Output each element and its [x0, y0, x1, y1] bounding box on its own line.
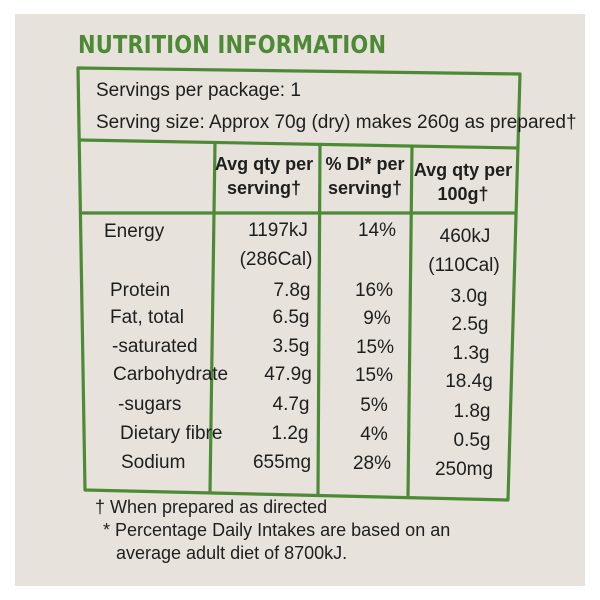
energy-per-100g-cal: (110Cal): [428, 255, 500, 276]
row-name-carbohydrate: Carbohydrate: [113, 364, 229, 385]
nutrition-title: NUTRITION INFORMATION: [78, 30, 387, 59]
energy-per-serving-cal: (286Cal): [239, 249, 313, 270]
column-divider-2: [316, 143, 322, 496]
dietary-fibre-per-serving: 1.2g: [271, 423, 309, 444]
carbohydrate-per-100g: 18.4g: [445, 371, 493, 392]
footnote-di-line-2: average adult diet of 8700kJ.: [116, 543, 348, 563]
serving-size: Serving size: Approx 70g (dry) makes 260…: [96, 112, 577, 133]
row-name-sugars: -sugars: [118, 394, 182, 415]
carbohydrate-di: 15%: [354, 365, 394, 386]
column-divider-1: [208, 141, 217, 494]
header-di: % DI* per serving†: [325, 154, 405, 198]
column-divider-3: [406, 145, 414, 499]
dietary-fibre-di: 4%: [360, 424, 388, 445]
saturated-per-100g: 1.3g: [452, 343, 490, 364]
carbohydrate-per-serving: 47.9g: [264, 364, 312, 385]
sodium-di: 28%: [352, 453, 392, 474]
fat-total-per-100g: 2.5g: [451, 314, 489, 335]
saturated-di: 15%: [355, 337, 395, 358]
row-name-saturated: -saturated: [112, 336, 198, 357]
fat-total-per-serving: 6.5g: [272, 307, 310, 328]
row-name-fat-total: Fat, total: [110, 307, 184, 328]
header-per-serving: Avg qty per serving†: [214, 154, 314, 198]
row-name-dietary-fibre: Dietary fibre: [120, 423, 223, 444]
sugars-per-serving: 4.7g: [272, 394, 310, 415]
row-name-protein: Protein: [110, 280, 171, 301]
table-border: [76, 66, 522, 502]
dietary-fibre-per-100g: 0.5g: [453, 430, 491, 451]
energy-per-serving: 1197kJ: [248, 220, 308, 241]
protein-per-100g: 3.0g: [450, 286, 488, 307]
footnote-prepared: † When prepared as directed: [95, 497, 328, 517]
energy-per-100g: 460kJ: [439, 226, 491, 247]
sodium-per-100g: 250mg: [434, 459, 494, 480]
energy-di: 14%: [357, 220, 397, 241]
header-per-100g: Avg qty per 100g†: [413, 160, 513, 204]
protein-di: 16%: [354, 280, 394, 301]
fat-total-di: 9%: [363, 308, 391, 329]
row-name-sodium: Sodium: [121, 452, 186, 473]
footnote-di-line-1: * Percentage Daily Intakes are based on …: [103, 520, 451, 540]
protein-per-serving: 7.8g: [273, 280, 311, 301]
sodium-per-serving: 655mg: [252, 452, 312, 473]
servings-per-package: Servings per package: 1: [96, 80, 301, 101]
saturated-per-serving: 3.5g: [272, 336, 310, 357]
row-name-energy: Energy: [104, 221, 165, 242]
sugars-di: 5%: [360, 395, 388, 416]
sugars-per-100g: 1.8g: [453, 401, 491, 422]
header-divider: [78, 138, 520, 150]
